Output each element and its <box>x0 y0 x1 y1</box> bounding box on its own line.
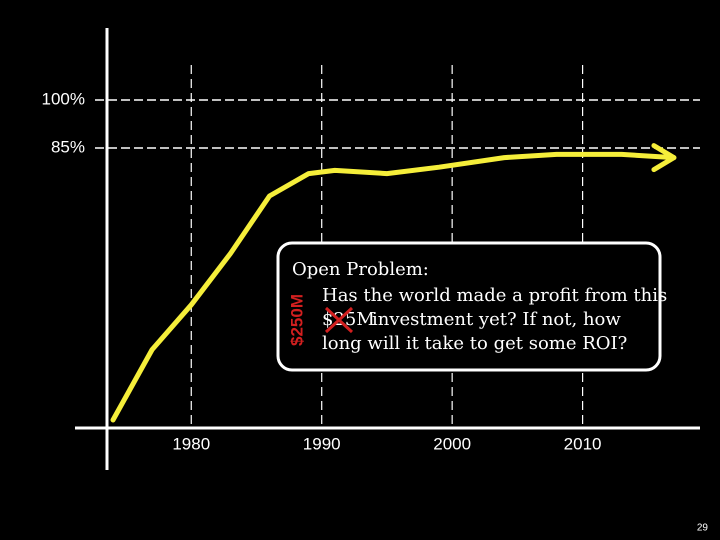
y-tick-label: 100% <box>42 89 85 108</box>
callout: Open Problem: Has the world made a profi… <box>276 241 667 372</box>
callout-line: long will it take to get some ROI? <box>322 333 627 354</box>
callout-title: Open Problem: <box>292 259 429 280</box>
x-tick-label: 1990 <box>303 434 341 453</box>
y-tick-label: 85% <box>51 137 85 156</box>
corrected-amount: $250M <box>287 294 306 346</box>
cross-out <box>324 306 354 334</box>
page-number: 29 <box>697 523 709 534</box>
x-tick-label: 2010 <box>564 434 602 453</box>
callout-line: investment yet? If not, how <box>372 309 621 330</box>
x-tick-label: 2000 <box>433 434 471 453</box>
arrowhead <box>651 143 677 173</box>
callout-line: Has the world made a profit from this <box>322 285 667 306</box>
x-tick-label: 1980 <box>172 434 210 453</box>
plot <box>110 143 677 423</box>
callout-box <box>276 241 662 372</box>
data-line <box>110 151 677 423</box>
